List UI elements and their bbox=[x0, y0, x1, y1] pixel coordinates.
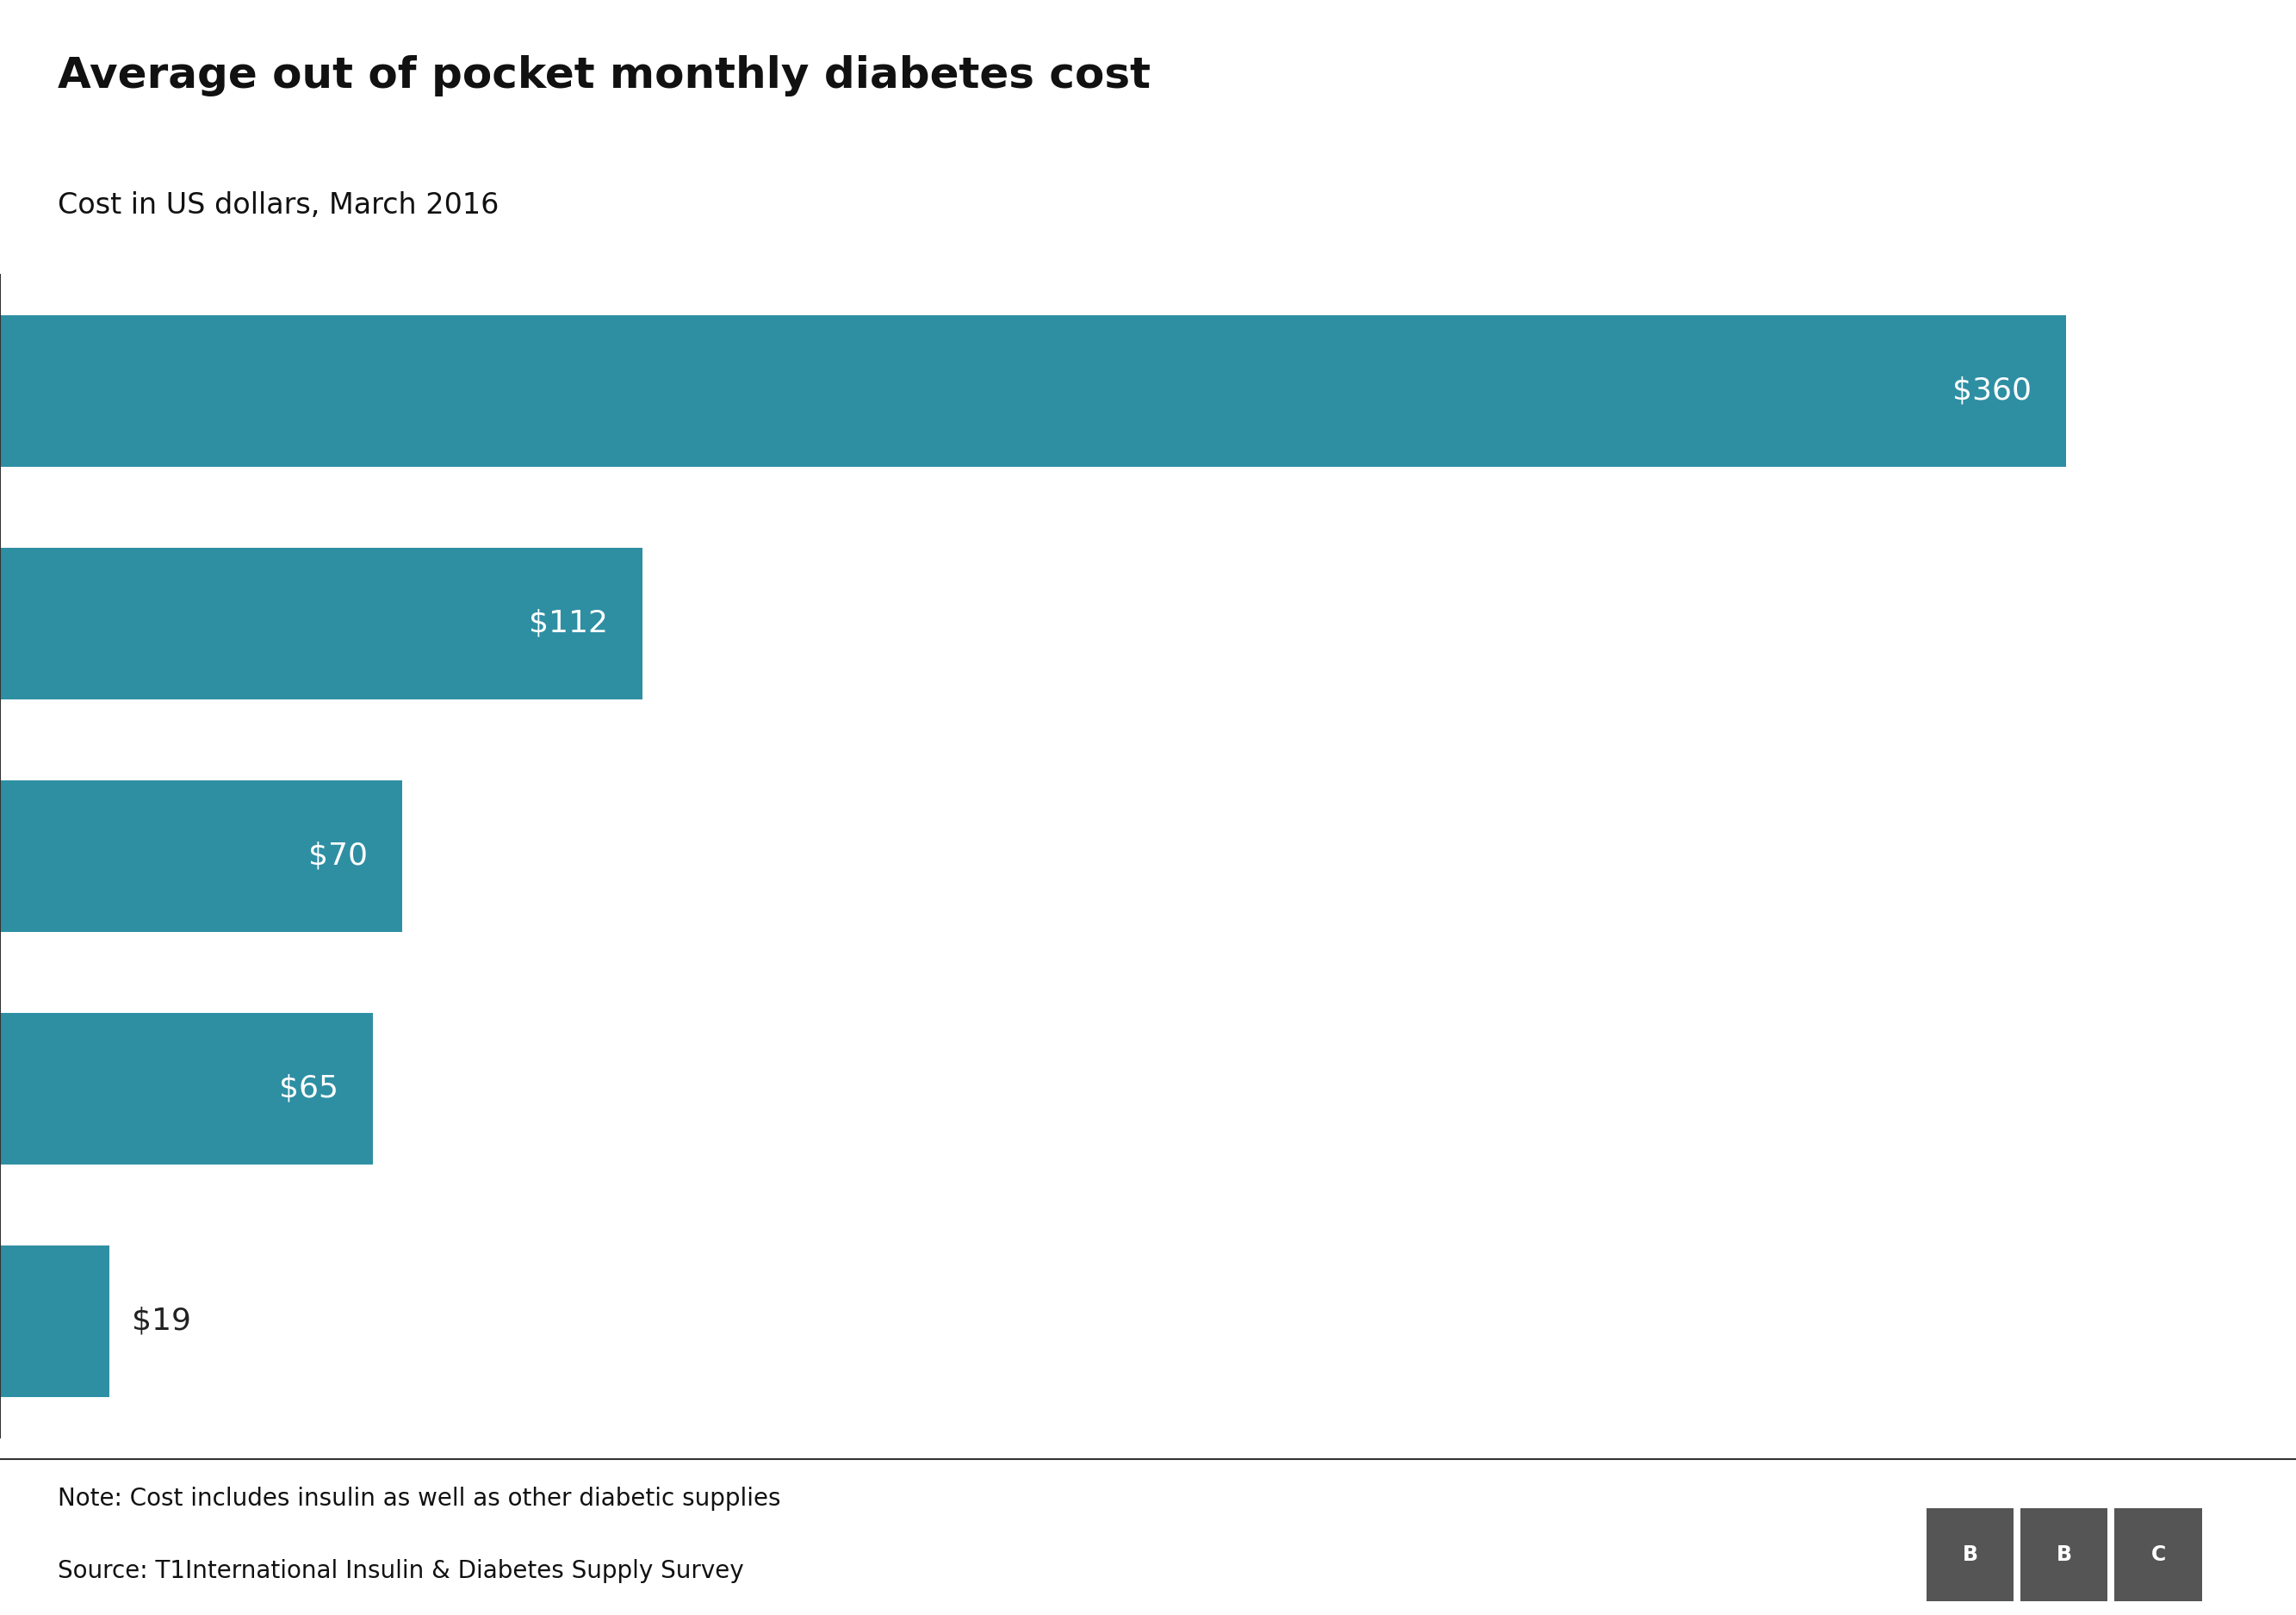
Text: Note: Cost includes insulin as well as other diabetic supplies: Note: Cost includes insulin as well as o… bbox=[57, 1487, 781, 1512]
Text: $65: $65 bbox=[280, 1074, 340, 1103]
Text: B: B bbox=[2057, 1544, 2071, 1565]
Text: Source: T1International Insulin & Diabetes Supply Survey: Source: T1International Insulin & Diabet… bbox=[57, 1558, 744, 1583]
Text: B: B bbox=[1963, 1544, 1977, 1565]
Bar bbox=[0, 780, 402, 932]
Bar bbox=[0, 1013, 372, 1164]
Text: $70: $70 bbox=[308, 841, 367, 870]
Text: C: C bbox=[2151, 1544, 2165, 1565]
Text: Cost in US dollars, March 2016: Cost in US dollars, March 2016 bbox=[57, 191, 498, 220]
Bar bbox=[2115, 1508, 2202, 1600]
Bar bbox=[0, 1245, 110, 1397]
Text: $112: $112 bbox=[528, 609, 608, 638]
Text: Average out of pocket monthly diabetes cost: Average out of pocket monthly diabetes c… bbox=[57, 55, 1150, 97]
Bar bbox=[2020, 1508, 2108, 1600]
Bar bbox=[0, 315, 2066, 467]
Text: $19: $19 bbox=[131, 1307, 191, 1336]
Bar bbox=[0, 547, 643, 699]
Text: $360: $360 bbox=[1952, 376, 2032, 405]
Bar bbox=[1926, 1508, 2014, 1600]
